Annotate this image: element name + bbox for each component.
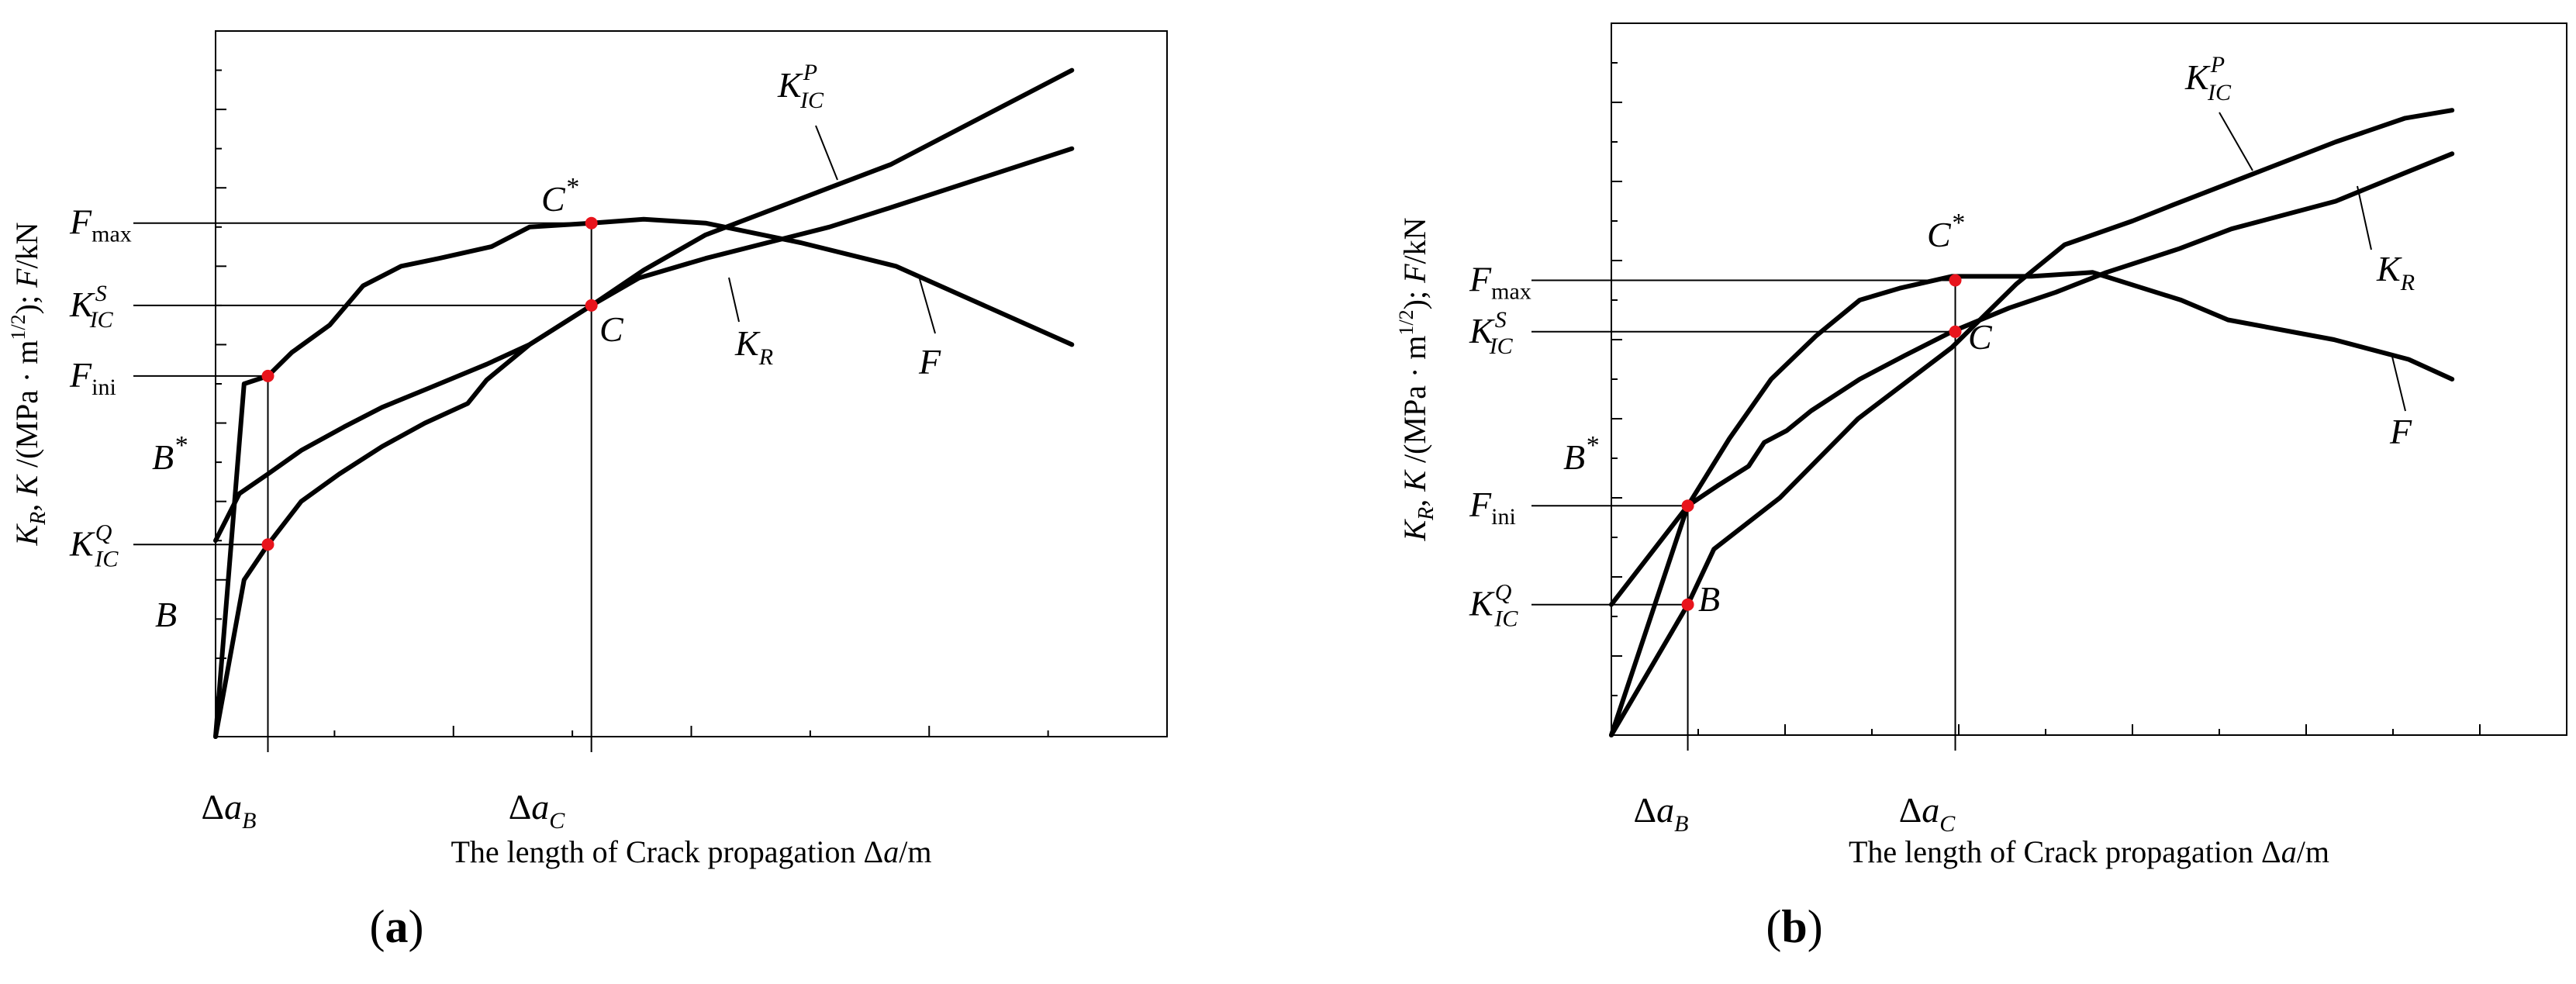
point-label-c: C [599,309,624,349]
series-line-k-ic-p [213,67,1075,544]
series-line-k-r [1609,108,2455,737]
leader-line [815,125,838,181]
key-point [261,538,275,551]
curve-label-f: F [2389,412,2412,451]
x-axis-title: The length of Crack propagation Δa/m [451,834,931,869]
key-point [1949,274,1962,287]
key-point [1681,499,1694,513]
point-label-b-star: B* [152,431,187,477]
delta-aC-label: ΔaC [509,787,566,834]
series-line-k-ic-p [1609,151,2455,607]
point-label-c-star: C* [1927,209,1964,254]
key-point [1949,325,1962,338]
k-ic-s-label: KS IC [1469,307,1514,359]
point-label-b: B [155,595,177,634]
series-line-f [1609,270,2455,737]
key-point [261,369,275,382]
y-axis-title: KR, K /(MPa · m1/2); F/kN [1395,217,1438,541]
k-ic-q-label: KQ IC [1469,580,1518,632]
point-label-c-star: C* [541,173,578,219]
plot-frame [1611,22,2567,736]
series-line-f [213,216,1075,739]
key-point [585,216,598,230]
f-ini-label: Fini [1469,485,1516,530]
y-axis-title: KR, K /(MPa · m1/2); F/kN [7,222,50,546]
leader-line [919,278,936,334]
x-axis-title: The length of Crack propagation Δa/m [1849,834,2329,869]
f-max-label: Fmax [1469,260,1531,305]
key-point [1681,598,1694,611]
key-point [585,299,598,312]
delta-aB-label: ΔaB [202,787,257,834]
f-max-label: Fmax [69,202,132,247]
curve-label-k-r: KR [2376,249,2415,295]
leader-line [2391,356,2406,412]
leader-line [728,277,740,323]
k-ic-s-label: KS IC [69,281,114,333]
leader-line [2219,112,2253,171]
point-label-b: B [1698,579,1720,619]
curve-label-f: F [918,342,941,382]
f-ini-label: Fini [69,355,116,400]
delta-aC-label: ΔaC [1899,790,1956,837]
panel-label: (b) [1766,901,1822,952]
point-label-b-star: B* [1563,431,1598,477]
plot-frame [215,30,1168,737]
k-ic-q-label: KQ IC [69,520,119,571]
curve-label-k-r: KR [734,323,773,370]
series-line-k-r [213,146,1075,739]
point-label-c: C [1968,317,1993,357]
curve-label-k-ic-p: KP IC [777,60,824,113]
delta-aB-label: ΔaB [1634,790,1689,837]
panel-label: (a) [370,901,424,952]
curve-label-k-ic-p: KP IC [2184,52,2232,105]
leader-line [2357,185,2372,250]
